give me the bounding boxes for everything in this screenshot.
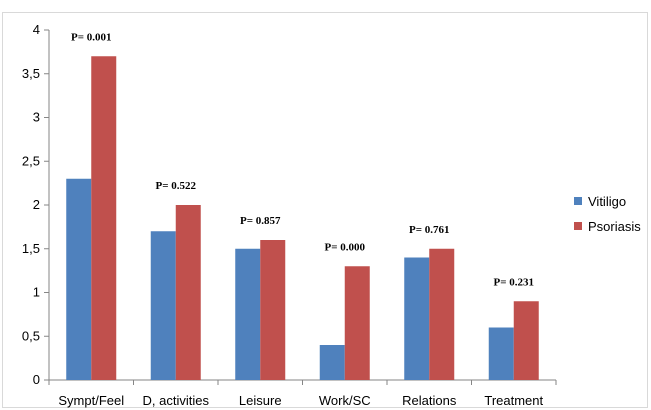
- p-value-label: P= 0.857: [240, 215, 281, 227]
- p-value-label: P= 0.000: [325, 241, 366, 253]
- y-tick-label: 1,5: [22, 241, 40, 256]
- legend: Vitiligo Psoriasis: [574, 194, 641, 234]
- x-category-label: Relations: [402, 393, 457, 408]
- y-tick-label: 2: [33, 197, 40, 212]
- bar-psoriasis-3: [344, 266, 370, 380]
- x-axis: Sympt/Feel D, activities Leisure Work/SC Rel…: [48, 379, 557, 408]
- x-category-label: Sympt/Feel: [58, 393, 124, 408]
- x-category-label: Treatment: [484, 393, 543, 408]
- bar-vitiligo-4: [404, 257, 430, 380]
- bars: [66, 56, 539, 380]
- x-category-label: Leisure: [239, 393, 282, 408]
- x-category-label: Work/SC: [319, 393, 371, 408]
- y-tick-label: 0: [33, 372, 40, 387]
- p-value-label: P= 0.761: [409, 224, 450, 236]
- bar-vitiligo-3: [319, 345, 345, 380]
- legend-label-psoriasis: Psoriasis: [588, 219, 641, 234]
- legend-swatch-psoriasis: [574, 222, 582, 230]
- bar-psoriasis-2: [260, 240, 286, 380]
- bar-vitiligo-1: [150, 231, 176, 380]
- bar-psoriasis-1: [175, 205, 201, 380]
- bar-psoriasis-5: [513, 301, 539, 380]
- y-tick-label: 3: [33, 110, 40, 125]
- bar-psoriasis-0: [91, 56, 117, 380]
- p-value-label: P= 0.231: [494, 276, 535, 288]
- y-tick-label: 4: [33, 22, 40, 37]
- bar-vitiligo-0: [66, 178, 92, 380]
- y-tick-label: 0,5: [22, 328, 40, 343]
- bar-vitiligo-5: [488, 327, 514, 380]
- p-value-annotations: P= 0.001 P= 0.522 P= 0.857 P= 0.000 P= 0.761…: [71, 31, 534, 288]
- legend-label-vitiligo: Vitiligo: [588, 194, 626, 209]
- y-tick-label: 1: [33, 285, 40, 300]
- y-tick-label: 2,5: [22, 153, 40, 168]
- p-value-label: P= 0.001: [71, 31, 112, 43]
- chart-frame: [2, 12, 648, 408]
- p-value-label: P= 0.522: [156, 180, 197, 192]
- x-category-label: D, activities: [143, 393, 210, 408]
- y-axis: 0 0,5 1 1,5 2 2,5 3 3,5 4: [22, 22, 50, 387]
- bar-vitiligo-2: [235, 248, 261, 380]
- bar-psoriasis-4: [429, 248, 455, 380]
- y-tick-label: 3,5: [22, 66, 40, 81]
- legend-swatch-vitiligo: [574, 197, 582, 205]
